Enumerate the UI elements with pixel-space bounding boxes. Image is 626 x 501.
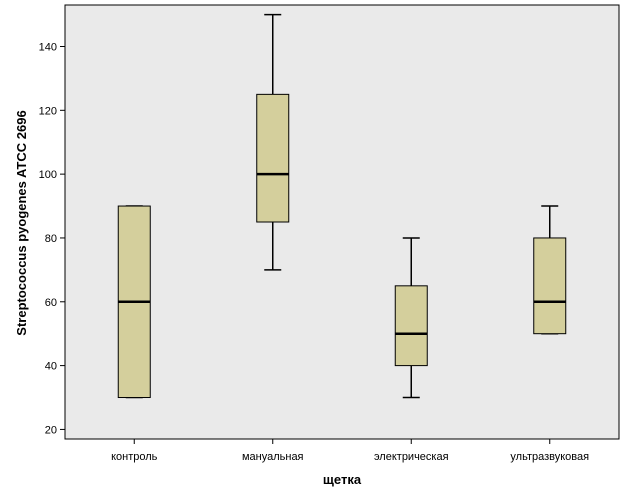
y-tick-label: 80	[45, 233, 57, 245]
plot-area	[64, 4, 620, 440]
x-tick-label: мануальная	[242, 451, 304, 463]
box-4	[533, 205, 567, 335]
y-axis-title: Streptococcus pyogenes ATCC 2696	[14, 110, 29, 335]
iqr-box	[394, 285, 428, 367]
box-1	[117, 205, 151, 399]
y-tick-label: 20	[45, 424, 57, 436]
boxes	[117, 13, 567, 399]
x-tick-label: контроль	[111, 451, 158, 463]
y-tick-label: 140	[39, 41, 57, 53]
x-tick-label: ультразвуковая	[510, 451, 589, 463]
y-tick-label: 60	[45, 297, 57, 309]
x-axis-title: щетка	[323, 472, 362, 487]
y-tick-label: 120	[39, 105, 57, 117]
box-3	[394, 237, 428, 399]
y-tick-label: 40	[45, 361, 57, 373]
iqr-box	[256, 93, 290, 223]
x-tick-label: электрическая	[374, 451, 449, 463]
box-2	[256, 13, 290, 271]
x-axis-ticks: контроль мануальная электрическая ультразву…	[111, 439, 589, 463]
y-axis-ticks: 20 40 60 80 100 120 140	[39, 41, 65, 436]
iqr-box	[533, 237, 567, 335]
y-tick-label: 100	[39, 169, 57, 181]
